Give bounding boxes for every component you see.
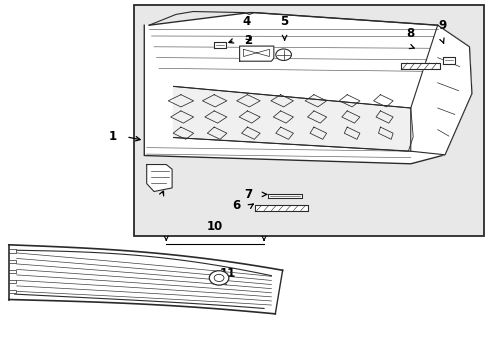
Bar — [9, 270, 16, 273]
Text: 11: 11 — [219, 267, 235, 280]
Polygon shape — [239, 46, 273, 61]
Text: 3: 3 — [157, 180, 165, 193]
Circle shape — [209, 271, 228, 285]
Polygon shape — [442, 57, 454, 64]
Bar — [9, 290, 16, 293]
Text: 9: 9 — [438, 19, 446, 32]
Polygon shape — [173, 86, 412, 151]
Bar — [9, 249, 16, 253]
Text: 8: 8 — [406, 27, 414, 40]
Polygon shape — [214, 42, 225, 48]
Polygon shape — [410, 25, 471, 155]
Bar — [9, 260, 16, 263]
Text: 5: 5 — [280, 15, 288, 28]
Circle shape — [275, 49, 291, 60]
Polygon shape — [255, 205, 307, 211]
Text: 6: 6 — [232, 199, 240, 212]
Text: 7: 7 — [244, 188, 252, 201]
Polygon shape — [9, 245, 282, 314]
Polygon shape — [400, 63, 439, 69]
Text: 10: 10 — [206, 220, 223, 233]
Text: 2: 2 — [244, 34, 252, 47]
Polygon shape — [146, 165, 172, 192]
Bar — [9, 280, 16, 283]
Text: 4: 4 — [243, 15, 250, 28]
Polygon shape — [144, 13, 471, 164]
Polygon shape — [267, 194, 302, 198]
Text: 1: 1 — [108, 130, 116, 143]
FancyBboxPatch shape — [134, 5, 483, 236]
